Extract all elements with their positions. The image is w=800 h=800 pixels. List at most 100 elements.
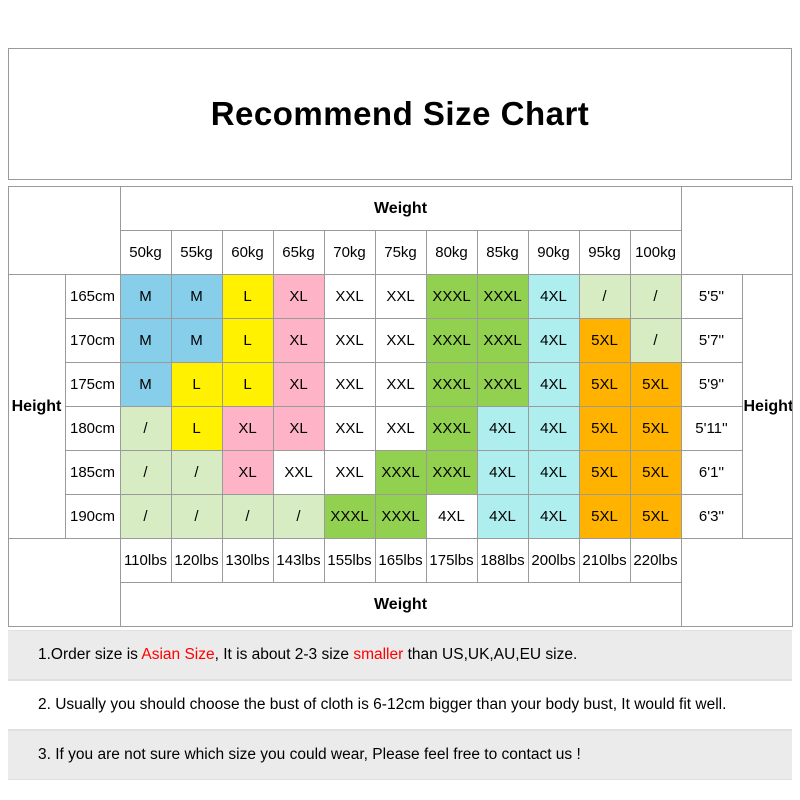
kg-row: 50kg 55kg 60kg 65kg 70kg 75kg 80kg 85kg 90kg 95kg… xyxy=(8,230,792,275)
size-cell: XXL xyxy=(374,406,427,451)
height-cm-label: 175cm xyxy=(64,362,121,407)
note-text: 3. If you are not sure which size you co… xyxy=(38,746,581,763)
size-cell: / xyxy=(272,494,325,539)
lbs-label: 120lbs xyxy=(170,538,223,583)
size-cell: 4XL xyxy=(527,494,580,539)
height-left-label: Height xyxy=(7,274,66,539)
size-cell: / xyxy=(170,450,223,495)
size-cell: XXXL xyxy=(374,494,427,539)
height-ft-label: 5'11'' xyxy=(680,406,743,451)
blank-corner xyxy=(8,582,120,627)
note-highlight-text: smaller xyxy=(353,646,404,663)
height-ft-label: 6'3'' xyxy=(680,494,743,539)
size-cell: 5XL xyxy=(578,494,631,539)
lbs-label: 165lbs xyxy=(374,538,427,583)
height-cm-label: 165cm xyxy=(64,274,121,319)
lbs-label: 210lbs xyxy=(578,538,631,583)
lbs-label: 188lbs xyxy=(476,538,529,583)
note-line-2: 2. Usually you should choose the bust of… xyxy=(8,680,792,730)
kg-label: 100kg xyxy=(629,230,682,275)
height-ft-label: 5'5'' xyxy=(680,274,743,319)
size-row: 190cm / / / / XXXL XXXL 4XL 4XL 4XL 5XL 5XL 6'3'' xyxy=(8,494,792,539)
size-cell: M xyxy=(170,274,223,319)
title-box: Recommend Size Chart xyxy=(8,48,792,180)
note-text: , It is about 2-3 size xyxy=(214,646,354,663)
size-chart-body: Weight 50kg 55kg 60kg 65kg 70kg 75kg 80kg 85kg 90… xyxy=(7,186,793,627)
height-cm-label: 180cm xyxy=(64,406,121,451)
size-cell: XL xyxy=(221,406,274,451)
lbs-row: 110lbs 120lbs 130lbs 143lbs 155lbs 165lbs 175l… xyxy=(8,538,792,583)
size-cell: XL xyxy=(272,406,325,451)
lbs-label: 175lbs xyxy=(425,538,478,583)
size-cell: 5XL xyxy=(578,406,631,451)
note-line-1: 1.Order size is Asian Size, It is about … xyxy=(8,630,792,680)
size-cell: L xyxy=(221,274,274,319)
kg-label: 75kg xyxy=(374,230,427,275)
size-cell: XL xyxy=(272,274,325,319)
size-cell: XXL xyxy=(323,274,376,319)
size-cell: / xyxy=(119,494,172,539)
size-cell: XXXL xyxy=(425,406,478,451)
height-ft-label: 6'1'' xyxy=(680,450,743,495)
size-cell: XXL xyxy=(374,274,427,319)
blank-corner xyxy=(8,538,120,583)
size-cell: XL xyxy=(221,450,274,495)
page-title: Recommend Size Chart xyxy=(210,95,590,132)
weight-header-row: Weight xyxy=(8,186,792,231)
size-cell: L xyxy=(170,406,223,451)
blank-corner xyxy=(681,538,792,583)
size-cell: / xyxy=(119,450,172,495)
size-cell: XXL xyxy=(374,318,427,363)
size-cell: 4XL xyxy=(527,362,580,407)
height-cm-label: 185cm xyxy=(64,450,121,495)
height-ft-label: 5'7'' xyxy=(680,318,743,363)
size-cell: M xyxy=(119,318,172,363)
size-cell: XXXL xyxy=(476,318,529,363)
size-row: 185cm / / XL XXL XXL XXXL XXXL 4XL 4XL 5XL 5XL 6'1'' xyxy=(8,450,792,495)
weight-footer-row: Weight xyxy=(8,582,792,627)
kg-label: 60kg xyxy=(221,230,274,275)
size-cell: / xyxy=(119,406,172,451)
size-cell: / xyxy=(578,274,631,319)
size-row: 180cm / L XL XL XXL XXL XXXL 4XL 4XL 5XL 5XL 5'11'' xyxy=(8,406,792,451)
size-cell: 5XL xyxy=(578,450,631,495)
size-cell: L xyxy=(221,362,274,407)
size-row: 170cm M M L XL XXL XXL XXXL XXXL 4XL 5XL/5'7'' xyxy=(8,318,792,363)
height-right-label: Height xyxy=(741,274,793,539)
blank-corner xyxy=(681,582,792,627)
size-cell: L xyxy=(170,362,223,407)
size-row: Height 165cm M M L XL XXL XXL XXXL XXXL 4XL //5'5''… xyxy=(7,274,793,539)
size-cell: XXXL xyxy=(425,450,478,495)
height-ft-label: 5'9'' xyxy=(680,362,743,407)
kg-label: 55kg xyxy=(170,230,223,275)
size-cell: / xyxy=(629,318,682,363)
lbs-label: 200lbs xyxy=(527,538,580,583)
size-cell: XXXL xyxy=(476,274,529,319)
size-cell: XXL xyxy=(374,362,427,407)
size-cell: 5XL xyxy=(629,406,682,451)
size-cell: XXXL xyxy=(425,318,478,363)
note-line-3: 3. If you are not sure which size you co… xyxy=(8,730,792,780)
size-cell: 5XL xyxy=(629,362,682,407)
blank-corner xyxy=(8,230,120,275)
size-cell: 4XL xyxy=(527,274,580,319)
lbs-label: 130lbs xyxy=(221,538,274,583)
kg-label: 65kg xyxy=(272,230,325,275)
size-cell: XXL xyxy=(323,450,376,495)
height-cm-label: 190cm xyxy=(64,494,121,539)
kg-label: 50kg xyxy=(119,230,172,275)
size-cell: 4XL xyxy=(425,494,478,539)
size-cell: XXXL xyxy=(374,450,427,495)
size-cell: / xyxy=(170,494,223,539)
lbs-label: 155lbs xyxy=(323,538,376,583)
lbs-label: 110lbs xyxy=(119,538,172,583)
size-cell: 4XL xyxy=(527,450,580,495)
size-cell: XXL xyxy=(323,406,376,451)
size-cell: 5XL xyxy=(629,450,682,495)
blank-corner xyxy=(681,230,792,275)
size-cell: XXL xyxy=(323,362,376,407)
notes-section: 1.Order size is Asian Size, It is about … xyxy=(8,630,792,780)
size-cell: XXL xyxy=(323,318,376,363)
size-chart-table: Weight 50kg 55kg 60kg 65kg 70kg 75kg 80kg 85kg 90… xyxy=(7,186,793,627)
weight-top-label: Weight xyxy=(119,186,682,231)
